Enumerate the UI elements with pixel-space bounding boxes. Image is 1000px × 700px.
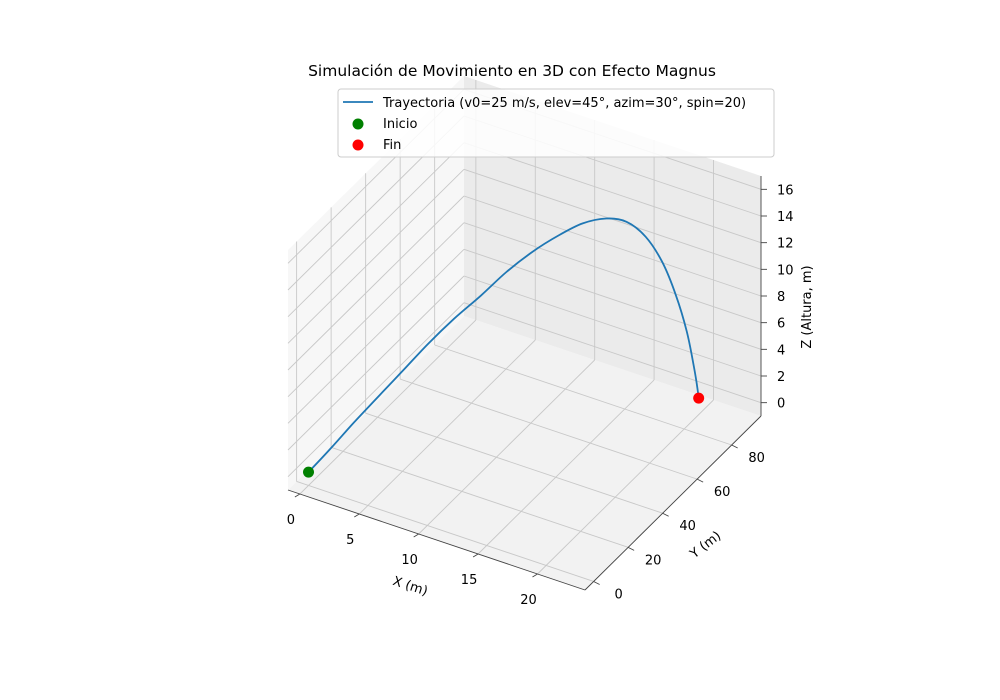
legend-box [337,88,775,158]
z-tick-label: 6 [777,317,785,332]
x-tick-label: 10 [401,553,418,568]
z-grid-side [287,222,465,397]
z-tick-label: 0 [777,397,785,412]
y-grid-floor [434,344,732,446]
x-axis-ticks: 0 5 10 15 20 [287,493,538,608]
z-tick-label: 14 [777,210,794,225]
z-grid-back [463,222,762,324]
legend-label-start: Inicio [383,117,417,132]
legend-marker-start [352,118,364,130]
legend: Trayectoria (v0=25 m/s, elev=45°, azim=3… [337,88,775,158]
y-tick-label: 60 [714,485,731,500]
y-tick-mark [731,444,738,449]
y-tick-label: 80 [748,451,765,466]
x-tick-mark [294,493,301,498]
z-grid-back [463,195,762,297]
z-grid-side [287,302,465,477]
floor-pane [288,316,761,590]
z-axis-label: Z (Altura, m) [800,265,815,348]
z-grid-side [287,275,465,451]
z-grid-back [463,302,762,404]
x-axis-line [287,489,586,591]
x-tick-label: 15 [461,573,478,588]
legend-marker-end [352,139,364,151]
start-point-marker [303,466,315,478]
z-grid-side [287,195,465,371]
y-tick-mark [662,512,669,517]
trajectory-line [307,217,700,473]
y-grid-floor [365,412,663,514]
plot-data [303,217,705,478]
end-point-marker [693,392,705,404]
y-tick-mark [627,546,635,551]
z-grid-side [287,249,465,424]
legend-label-end: Fin [383,138,401,153]
y-tick-mark [593,581,600,585]
z-grid-side [287,169,465,344]
x-tick-mark [472,553,479,558]
z-axis-ticks: 0 2 4 6 8 10 12 14 16 [761,183,794,412]
x-tick-label: 20 [520,593,537,608]
z-tick-label: 2 [777,370,785,385]
z-tick-label: 10 [777,263,794,278]
z-grid-back [463,275,762,377]
y-grid-floor [400,378,698,480]
y-tick-label: 20 [645,553,662,568]
z-grid-back [463,142,762,244]
z-tick-label: 4 [777,343,785,358]
x-tick-mark [532,573,538,578]
z-grid-side [287,142,465,317]
x-tick-label: 0 [287,513,295,528]
x-tick-label: 5 [346,533,354,548]
chart-title: Simulación de Movimiento en 3D con Efect… [308,62,716,80]
z-tick-label: 12 [777,237,794,252]
legend-label-trajectory: Trayectoria (v0=25 m/s, elev=45°, azim=3… [382,96,746,111]
x-tick-mark [413,533,419,538]
z-tick-label: 8 [777,290,785,305]
y-grid-floor [330,446,629,548]
x-tick-mark [354,513,360,518]
z-tick-label: 16 [777,183,794,198]
y-grid-floor [296,481,594,582]
y-tick-label: 0 [614,587,622,602]
y-tick-label: 40 [679,519,696,534]
y-tick-mark [696,478,704,483]
y-axis-ticks: 0 20 40 60 80 [593,444,765,602]
